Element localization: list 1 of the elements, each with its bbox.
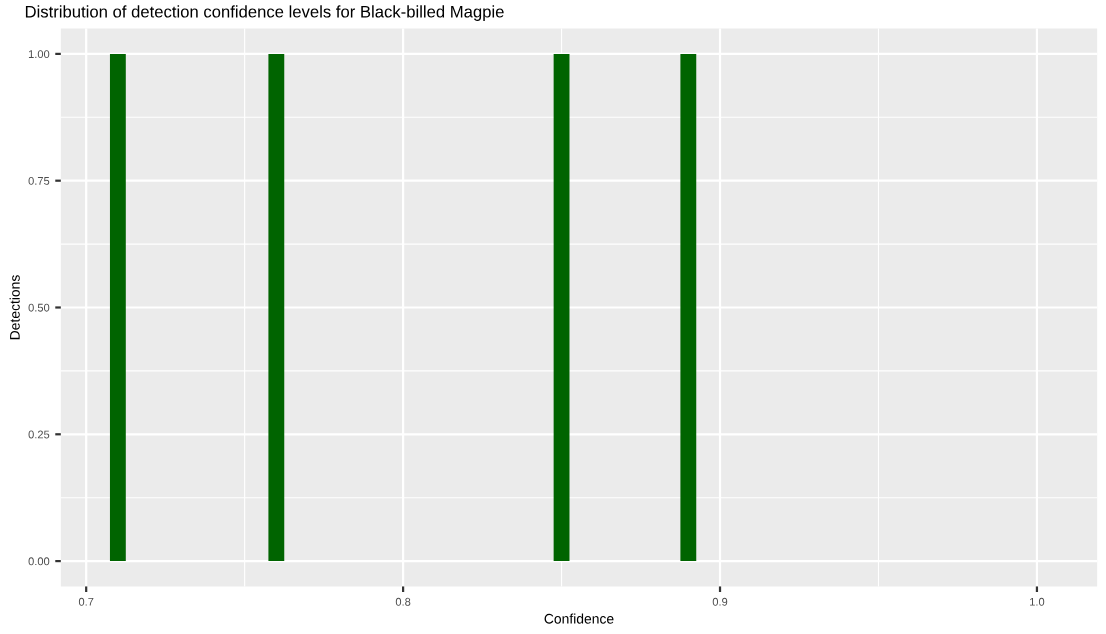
chart-title: Distribution of detection confidence levels for Black-billed Magpie xyxy=(25,5,504,21)
